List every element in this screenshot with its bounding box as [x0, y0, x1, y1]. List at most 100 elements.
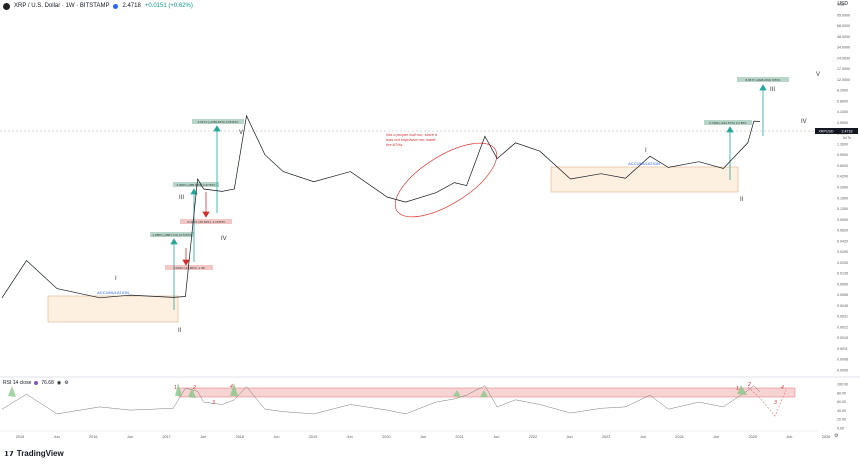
price-tick-label: 0.6000 [837, 164, 848, 168]
settings-gear-icon[interactable]: ⚙ [834, 433, 839, 439]
price-tick-label: 0.0022 [837, 325, 848, 329]
arrow-head [190, 188, 198, 195]
loss-box-label: -0.3123 (-55.60%) -1.18 BTC [187, 220, 227, 224]
time-tick-label: 2016 [89, 435, 97, 439]
time-tick-label: Jun [713, 435, 719, 439]
gain-box[interactable] [704, 120, 752, 125]
price-tick-label: 0.0065 [837, 293, 848, 297]
rsi-tick-label: 40.00 [837, 409, 846, 413]
rsi-mark: 3 [212, 400, 215, 406]
non-impulsive-ellipse [394, 142, 498, 218]
price-tag-value: 2.4718 [842, 130, 853, 134]
price-tick-label: 5.8000 [837, 99, 848, 103]
rsi-tick-label: 0.00 [837, 427, 844, 431]
wave-label: III [179, 195, 184, 201]
price-tick-label: 8.2000 [837, 89, 848, 93]
price-series-line[interactable] [1, 114, 761, 299]
rsi-projection [747, 386, 787, 417]
price-tick-label: 2.9000 [837, 121, 848, 125]
accumulation-box[interactable] [550, 166, 739, 193]
rsi-overbought-fill [737, 385, 747, 395]
time-tick-label: 2015 [16, 435, 24, 439]
time-axis[interactable]: 2015 Jun 2016 Jun 2017 Jun 2018 Jun 2019 Jun 2020 J… [16, 435, 830, 439]
time-tick-label: Jun [127, 435, 133, 439]
symbol-label[interactable]: XRP / U.S. Dollar · 1W · BITSTAMP [14, 3, 110, 9]
xrp-logo-icon [3, 2, 10, 10]
time-tick-label: Jun [640, 435, 646, 439]
price-tick-label: 0.0900 [837, 218, 848, 222]
rsi-mark: 2 [192, 385, 196, 391]
rsi-axis[interactable]: 100.00 80.00 60.00 40.00 20.00 0.00 [837, 383, 848, 431]
price-tick-label: 0.0620 [837, 229, 848, 233]
wave-label: II [178, 328, 182, 334]
accumulation-label: ACCUMULATION [97, 290, 129, 295]
rsi-mark: 4 [230, 384, 233, 390]
time-tick-label: Jun [347, 435, 353, 439]
rsi-overbought-fill [480, 390, 488, 397]
gain-box-label: 8.9577 (+828.20%) 9 BTC [746, 78, 782, 82]
wave-label: IV [221, 236, 227, 242]
price-tick-label: 0.2900 [837, 186, 848, 190]
rsi-mark: 3 [774, 400, 777, 406]
price-tick-label: 68.0000 [837, 24, 850, 28]
rsi-projection-line [747, 386, 787, 417]
rsi-mark: 1 [174, 385, 177, 391]
time-tick-label: 2026 [822, 435, 830, 439]
price-tick-label: 0.0135 [837, 272, 848, 276]
settings-icon[interactable]: ⚙ [64, 380, 69, 386]
rsi-color-dot-icon [34, 381, 39, 385]
time-tick-label: 2022 [529, 435, 537, 439]
chart-header: XRP / U.S. Dollar · 1W · BITSTAMP 2.4718… [0, 0, 703, 12]
time-tick-label: Jun [786, 435, 792, 439]
time-tick-label: Jun [54, 435, 60, 439]
gain-box[interactable] [173, 182, 219, 187]
loss-box[interactable] [180, 219, 232, 224]
rsi-overbought-fill [453, 390, 461, 397]
time-tick-label: Jun [493, 435, 499, 439]
arrow-head [202, 211, 210, 218]
drop-arrows [182, 192, 210, 266]
rsi-marks: 1 2 3 4 1 2 3 4 [174, 382, 784, 406]
rsi-overbought-fills [8, 383, 747, 398]
time-tick-label: 2018 [236, 435, 244, 439]
currency-label[interactable]: USD [837, 1, 848, 7]
time-tick-label: Jun [200, 435, 206, 439]
gain-box-label: 0.7289 (+641.57%) 2.2 BTC [709, 121, 747, 125]
price-tick-label: USD [837, 3, 845, 7]
rsi-mark: 2 [747, 382, 751, 388]
last-price: 2.4718 [122, 3, 141, 9]
price-tick-label: 48.0000 [837, 35, 850, 39]
price-tick-label: 17.0000 [837, 67, 850, 71]
arrow-head [213, 125, 221, 132]
accumulation-box[interactable] [47, 295, 179, 323]
rsi-overbought-fill [230, 383, 238, 396]
gain-box[interactable] [192, 119, 244, 124]
price-tick-label: 0.0005 [837, 369, 848, 373]
price-axis[interactable]: USD 95.0000 68.0000 48.0000 34.0000 24.0000 17… [837, 3, 850, 373]
price-tick-label: 34.0000 [837, 46, 850, 50]
note-line: the ATHs. [386, 142, 403, 147]
price-tick-label: 0.0090 [837, 282, 848, 286]
rsi-tick-label: 80.00 [837, 391, 846, 395]
rsi-mark: 1 [736, 386, 739, 392]
wave-label: III [770, 87, 775, 93]
gain-box-label: 2.3093 (+985.62%) 3.37 BTC [176, 183, 216, 187]
rsi-legend[interactable]: RSI 14 close 76.68 ◉ ⚙ [3, 380, 69, 386]
gain-box[interactable] [150, 232, 194, 237]
loss-box[interactable] [165, 265, 213, 270]
wave-label: V [239, 130, 243, 136]
rsi-overbought-fill [188, 388, 196, 398]
rsi-label: RSI 14 close [3, 380, 32, 386]
price-tick-label: 12.0000 [837, 78, 850, 82]
eye-icon[interactable]: ◉ [56, 380, 62, 386]
price-tick-label: 0.0045 [837, 304, 848, 308]
tradingview-logo[interactable]: 𝟭𝟳 TradingView [4, 449, 64, 458]
time-tick-label: 2021 [455, 435, 463, 439]
loss-box-label: 0.0044 (-44.96%) -1.38 [174, 266, 205, 270]
price-tick-label: 0.4200 [837, 175, 848, 179]
time-tick-label: Jun [273, 435, 279, 439]
price-tick-label: 0.9000 [837, 153, 848, 157]
gain-box[interactable] [737, 77, 789, 82]
price-tag [815, 128, 837, 134]
